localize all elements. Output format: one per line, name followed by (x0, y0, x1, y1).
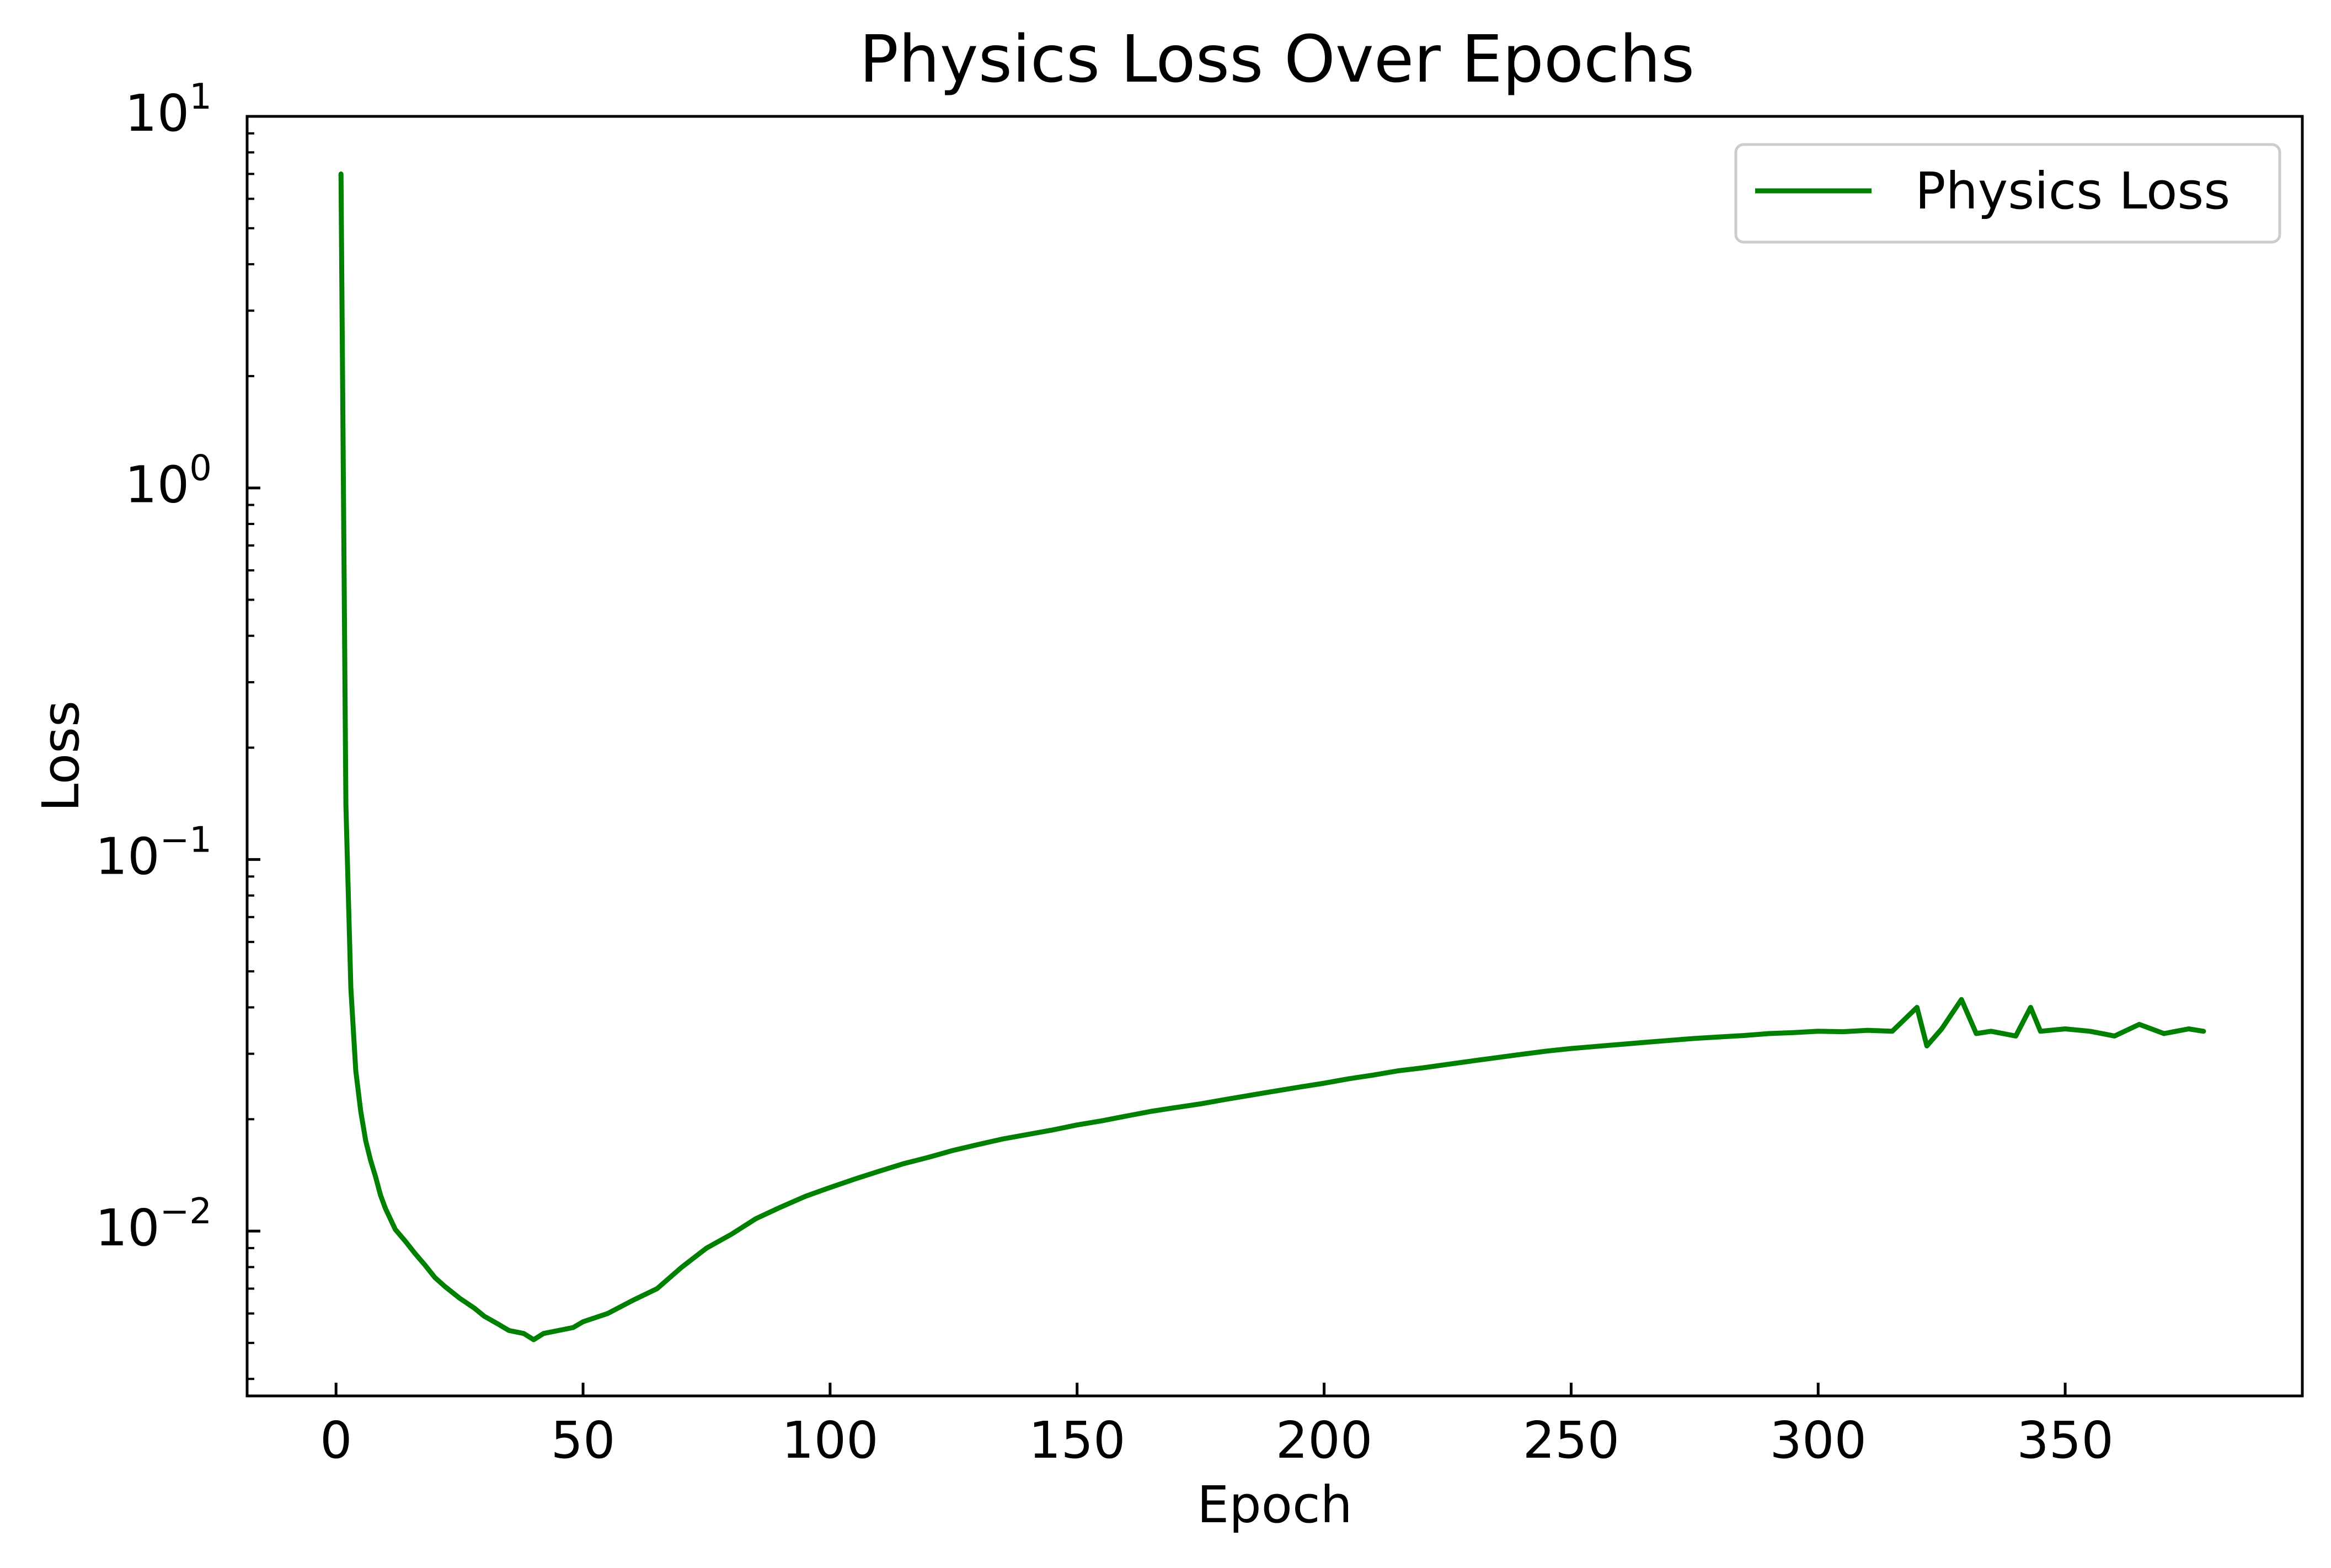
y-axis-ticks: 101 100 10−1 10−2 (95, 77, 260, 1380)
y-tick-label-0.01: 10−2 (95, 1191, 212, 1257)
legend-label-physics-loss: Physics Loss (1915, 162, 2230, 221)
x-tick-label-350: 350 (2017, 1411, 2114, 1470)
x-tick-label-100: 100 (782, 1411, 879, 1470)
x-tick-label-0: 0 (320, 1411, 352, 1470)
y-tick-label-0.1: 10−1 (95, 820, 212, 886)
series-line-physics-loss (338, 171, 2206, 1342)
y-tick-label-1: 100 (125, 448, 212, 515)
legend-box (1734, 143, 2281, 244)
plot-area (245, 115, 2304, 1398)
x-tick-label-200: 200 (1276, 1411, 1373, 1470)
x-tick-label-250: 250 (1523, 1411, 1620, 1470)
legend: Physics Loss (1734, 143, 2281, 244)
x-tick-label-300: 300 (1769, 1411, 1867, 1470)
x-axis-ticks: 0 50 100 150 200 250 300 350 (320, 1383, 2114, 1470)
x-tick-label-150: 150 (1029, 1411, 1126, 1470)
series-layer (338, 171, 2206, 1342)
x-axis-label: Epoch (1197, 1475, 1352, 1534)
x-tick-label-50: 50 (551, 1411, 616, 1470)
y-axis-label: Loss (31, 700, 90, 812)
axes-frame (245, 115, 2304, 1398)
chart-title: Physics Loss Over Epochs (859, 21, 1694, 97)
y-tick-label-10: 101 (125, 77, 212, 143)
